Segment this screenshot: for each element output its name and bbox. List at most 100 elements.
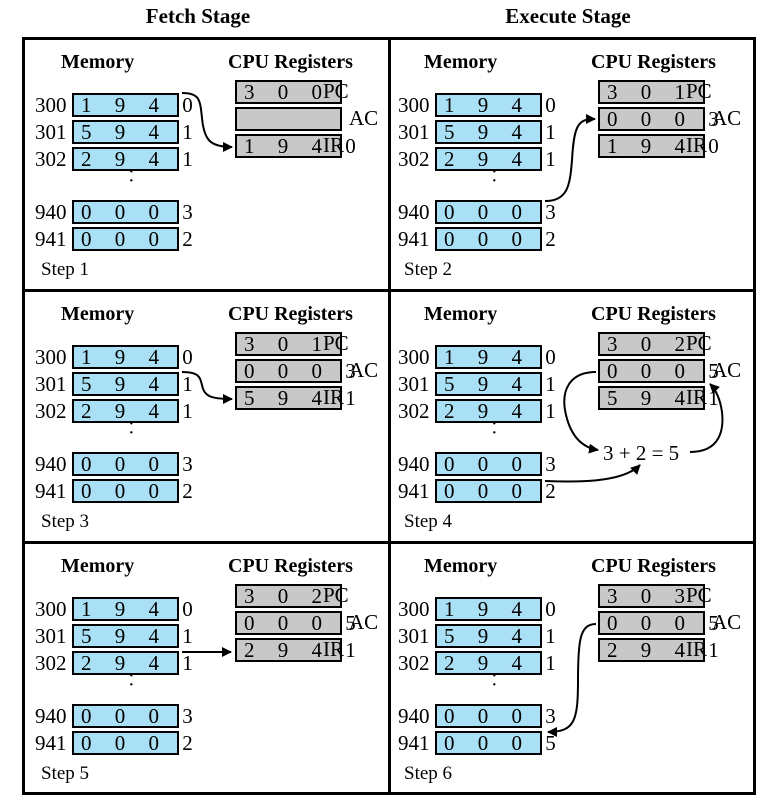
memory-address-label: 940 (35, 452, 67, 476)
memory-cell: 2 9 4 1 (435, 399, 556, 423)
memory-cell: 0 0 0 3 (435, 200, 556, 224)
memory-cell: 0 0 0 2 (72, 479, 193, 503)
memory-address-label: 940 (398, 704, 430, 728)
memory-cell: 1 9 4 0 (435, 597, 556, 621)
step-label: Step 6 (404, 763, 453, 784)
memory-cell: 2 9 4 1 (72, 147, 193, 171)
memory-address-label: 300 (398, 93, 430, 117)
register-name-ir: IR (686, 637, 707, 661)
register-ir: 2 9 4 1 (598, 638, 719, 662)
register-ac: 0 0 0 3 (235, 359, 356, 383)
register-name-pc: PC (323, 583, 349, 607)
memory-cell: 2 9 4 1 (72, 399, 193, 423)
memory-cell: 2 9 4 1 (72, 651, 193, 675)
ellipsis-dots: · · (128, 413, 135, 444)
memory-address-label: 302 (35, 651, 67, 675)
register-name-ac: AC (349, 106, 379, 130)
cpu-registers-header: CPU Registers (228, 555, 353, 577)
cpu-registers-header: CPU Registers (228, 303, 353, 325)
memory-header: Memory (424, 51, 498, 73)
memory-cell: 5 9 4 1 (435, 624, 556, 648)
register-name-pc: PC (686, 79, 712, 103)
step-label: Step 1 (41, 259, 90, 280)
register-name-ir: IR (323, 133, 344, 157)
memory-address-label: 301 (35, 372, 67, 396)
memory-address-label: 941 (398, 731, 430, 755)
memory-cell: 2 9 4 1 (435, 651, 556, 675)
memory-cell: 1 9 4 0 (72, 597, 193, 621)
memory-cell: 0 0 0 3 (435, 452, 556, 476)
memory-address-label: 300 (35, 345, 67, 369)
memory-cell: 0 0 0 3 (72, 200, 193, 224)
ellipsis-dots: · · (491, 161, 498, 192)
register-pc: 3 0 3 (598, 584, 705, 608)
cpu-registers-header: CPU Registers (591, 303, 716, 325)
register-pc: 3 0 1 (235, 332, 342, 356)
register-name-ir: IR (686, 385, 707, 409)
memory-cell: 1 9 4 0 (435, 345, 556, 369)
memory-cell: 0 0 0 2 (435, 227, 556, 251)
memory-cell: 5 9 4 1 (435, 120, 556, 144)
memory-address-label: 941 (35, 479, 67, 503)
memory-header: Memory (424, 555, 498, 577)
memory-address-label: 302 (398, 651, 430, 675)
register-name-pc: PC (686, 583, 712, 607)
ellipsis-dots: · · (128, 161, 135, 192)
register-name-pc: PC (686, 331, 712, 355)
diagram-grid (22, 37, 756, 795)
memory-address-label: 300 (398, 345, 430, 369)
memory-cell: 5 9 4 1 (72, 120, 193, 144)
memory-cell: 0 0 0 3 (72, 704, 193, 728)
sum-annotation: 3 + 2 = 5 (603, 441, 680, 465)
memory-cell: 1 9 4 0 (72, 345, 193, 369)
register-ac: 0 0 0 5 (235, 611, 356, 635)
register-name-ir: IR (686, 133, 707, 157)
cpu-registers-header: CPU Registers (591, 555, 716, 577)
memory-address-label: 302 (35, 399, 67, 423)
execute-stage-title: Execute Stage (505, 4, 631, 28)
memory-address-label: 300 (35, 93, 67, 117)
memory-cell: 0 0 0 3 (72, 452, 193, 476)
memory-address-label: 300 (398, 597, 430, 621)
memory-address-label: 301 (398, 624, 430, 648)
register-name-ir: IR (323, 637, 344, 661)
memory-cell: 5 9 4 1 (435, 372, 556, 396)
ellipsis-dots: · · (128, 665, 135, 696)
memory-address-label: 940 (35, 704, 67, 728)
memory-address-label: 940 (35, 200, 67, 224)
cpu-registers-header: CPU Registers (591, 51, 716, 73)
memory-cell: 5 9 4 1 (72, 372, 193, 396)
memory-address-label: 941 (398, 479, 430, 503)
register-pc: 3 0 1 (598, 80, 705, 104)
register-pc: 3 0 0 (235, 80, 342, 104)
register-ir: 1 9 4 0 (598, 134, 719, 158)
memory-address-label: 301 (35, 624, 67, 648)
memory-address-label: 302 (35, 147, 67, 171)
memory-address-label: 941 (35, 731, 67, 755)
step-label: Step 2 (404, 259, 453, 280)
column-divider (388, 40, 391, 792)
step-label: Step 5 (41, 763, 90, 784)
memory-cell: 1 9 4 0 (72, 93, 193, 117)
fetch-stage-title: Fetch Stage (145, 4, 251, 28)
register-ir: 2 9 4 1 (235, 638, 356, 662)
register-name-ac: AC (712, 106, 742, 130)
memory-cell: 0 0 0 2 (435, 479, 556, 503)
memory-address-label: 302 (398, 147, 430, 171)
register-pc: 3 0 2 (235, 584, 342, 608)
row-divider (25, 541, 753, 544)
memory-address-label: 940 (398, 452, 430, 476)
memory-cell: 1 9 4 0 (435, 93, 556, 117)
cpu-registers-header: CPU Registers (228, 51, 353, 73)
register-name-pc: PC (323, 79, 349, 103)
step-label: Step 4 (404, 511, 453, 532)
memory-address-label: 941 (35, 227, 67, 251)
register-ir: 1 9 4 0 (235, 134, 356, 158)
register-ac: 0 0 0 5 (598, 611, 719, 635)
row-divider (25, 289, 753, 292)
register-name-ac: AC (349, 610, 379, 634)
